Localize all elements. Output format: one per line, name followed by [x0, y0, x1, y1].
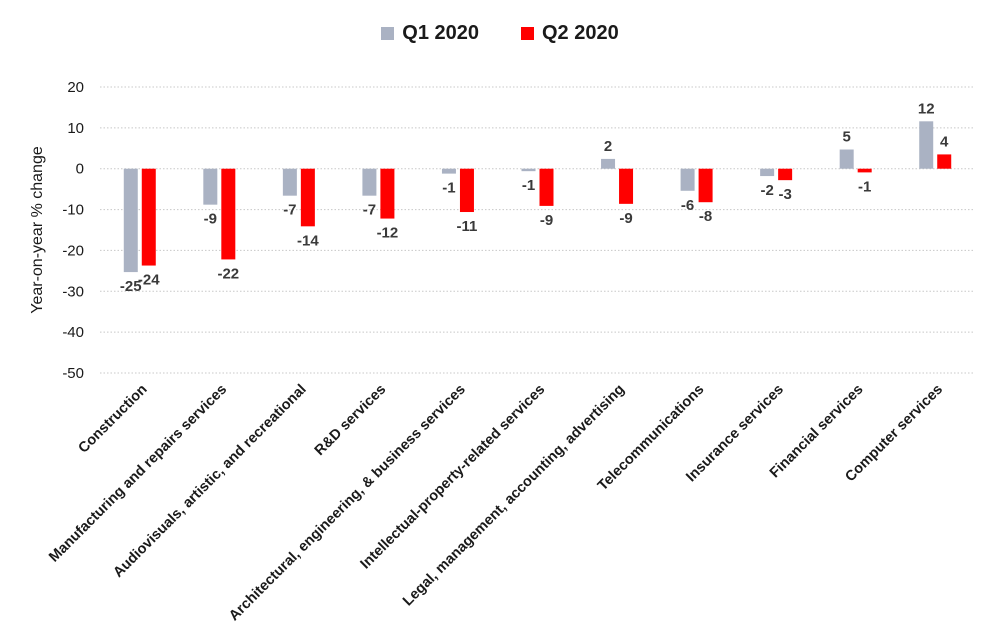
x-tick-label: Intellectual-property-related services [358, 382, 549, 573]
y-tick-label: -50 [62, 365, 84, 382]
y-tick-label: -20 [62, 242, 84, 259]
bar [601, 158, 616, 169]
data-label: -14 [297, 232, 319, 249]
data-label: 2 [604, 138, 612, 155]
bar [937, 154, 952, 169]
bar [380, 168, 395, 219]
data-label: -1 [442, 180, 455, 197]
legend-item-q1: Q1 2020 [381, 22, 479, 45]
data-label: -25 [120, 278, 142, 295]
x-tick-label: R&D services [312, 382, 389, 459]
y-tick-label: -30 [62, 283, 84, 300]
data-label: -7 [283, 202, 296, 219]
bar [362, 168, 377, 196]
data-label: -9 [204, 211, 217, 228]
bar [857, 168, 872, 173]
data-label: -7 [363, 202, 376, 219]
bar [441, 168, 456, 174]
data-label: -9 [540, 212, 553, 229]
legend-swatch-q1 [381, 27, 395, 40]
legend: Q1 2020 Q2 2020 [0, 22, 1000, 45]
bar [619, 168, 634, 204]
bar [300, 168, 315, 227]
data-label: -2 [760, 182, 773, 199]
data-label: -8 [699, 208, 712, 225]
data-label: 12 [918, 100, 935, 117]
data-label: -11 [457, 218, 478, 235]
legend-label-q1: Q1 2020 [402, 22, 479, 44]
y-tick-label: -10 [62, 202, 84, 219]
bar [203, 168, 218, 205]
bar [698, 168, 713, 203]
data-label: 4 [940, 133, 949, 150]
legend-item-q2: Q2 2020 [521, 22, 619, 45]
data-label: -3 [778, 186, 791, 203]
bar [459, 168, 474, 213]
bar [919, 121, 934, 169]
data-label: 5 [843, 129, 851, 146]
bar [521, 168, 536, 172]
y-tick-label: 20 [67, 79, 84, 96]
bar [778, 168, 793, 181]
data-label: -6 [681, 197, 694, 214]
bar [123, 168, 138, 273]
y-tick-label: 10 [67, 120, 84, 137]
x-tick-label: Construction [75, 382, 150, 457]
data-label: -12 [377, 225, 399, 242]
legend-label-q2: Q2 2020 [542, 22, 619, 44]
y-tick-label: -40 [62, 324, 84, 341]
data-label: -1 [858, 178, 871, 195]
bar [680, 168, 695, 191]
bar [221, 168, 236, 260]
data-label: -22 [217, 265, 239, 282]
legend-swatch-q2 [521, 27, 534, 40]
x-tick-label: Manufacturing and repairs services [46, 382, 230, 566]
data-label: -9 [619, 210, 632, 227]
bar [141, 168, 156, 266]
bar [539, 168, 554, 206]
bar [839, 149, 854, 169]
y-tick-label: 0 [76, 161, 84, 178]
bar [282, 168, 297, 196]
data-label: -24 [138, 272, 160, 289]
data-label: -1 [522, 177, 535, 194]
bar [760, 168, 775, 177]
